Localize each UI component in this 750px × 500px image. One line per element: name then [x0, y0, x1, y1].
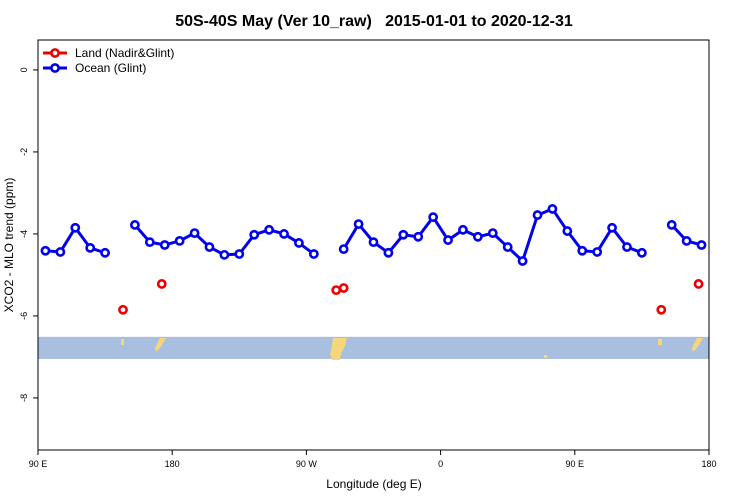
- point: [219, 249, 230, 260]
- point: [204, 242, 215, 252]
- legend-marker: [50, 63, 60, 73]
- point: [547, 204, 558, 214]
- point: [666, 220, 677, 230]
- point: [592, 247, 603, 257]
- point: [234, 249, 245, 259]
- point: [100, 247, 110, 258]
- point: [428, 212, 439, 223]
- legend-label: Ocean (Glint): [75, 61, 146, 75]
- point: [189, 228, 200, 239]
- point: [637, 247, 647, 258]
- point: [487, 228, 498, 239]
- land-patch: [121, 339, 124, 345]
- x-axis-label: Longitude (deg E): [326, 477, 421, 491]
- point: [383, 247, 394, 258]
- point: [85, 242, 96, 253]
- band-layer: [38, 336, 709, 359]
- land-patches: [121, 338, 703, 360]
- y-tick-label: -8: [19, 394, 29, 402]
- point: [517, 256, 528, 266]
- point: [338, 283, 349, 293]
- point: [607, 222, 617, 233]
- land-patch: [544, 355, 547, 358]
- point: [331, 285, 342, 295]
- point: [577, 245, 588, 256]
- x-tick-label: 180: [701, 459, 716, 469]
- point: [398, 229, 409, 240]
- point: [130, 220, 140, 230]
- land-patch: [692, 338, 703, 352]
- band: [38, 336, 709, 359]
- point: [696, 240, 707, 250]
- point: [249, 229, 260, 240]
- x-tick-label: 90 E: [566, 459, 585, 469]
- point: [622, 242, 632, 252]
- land-patch: [155, 338, 166, 352]
- point: [693, 279, 704, 289]
- x-tick-label: 90 W: [296, 459, 318, 469]
- plot-frame: [37, 39, 710, 451]
- series-line: [45, 207, 702, 264]
- land-patch: [658, 339, 662, 345]
- point: [562, 226, 573, 236]
- point: [443, 235, 453, 245]
- point: [308, 249, 319, 259]
- point: [55, 247, 66, 257]
- point: [264, 224, 275, 235]
- point: [458, 224, 468, 235]
- legend-label: Land (Nadir&Glint): [75, 46, 174, 60]
- point: [338, 244, 349, 254]
- point: [413, 231, 424, 242]
- legend-marker: [50, 48, 60, 58]
- point: [472, 231, 483, 242]
- point: [368, 237, 379, 248]
- point: [294, 238, 304, 248]
- y-tick-label: -6: [19, 312, 29, 320]
- point: [156, 279, 167, 289]
- point: [70, 222, 81, 233]
- point: [118, 304, 128, 315]
- point: [144, 237, 155, 248]
- chart-title: 50S-40S May (Ver 10_raw) 2015-01-01 to 2…: [175, 13, 573, 30]
- point: [656, 304, 667, 315]
- y-tick-label: 0: [19, 67, 29, 72]
- point: [174, 235, 185, 246]
- x-tick-label: 0: [438, 459, 443, 469]
- point: [532, 210, 543, 220]
- point: [159, 240, 170, 250]
- point: [681, 235, 692, 246]
- x-tick-label: 90 E: [29, 459, 48, 469]
- point: [353, 219, 364, 229]
- y-tick-label: -2: [19, 148, 29, 156]
- y-axis-label: XCO2 - MLO trend (ppm): [2, 178, 16, 313]
- point: [279, 229, 289, 239]
- point: [502, 242, 513, 252]
- y-tick-label: -4: [19, 230, 29, 238]
- x-tick-label: 180: [165, 459, 180, 469]
- point: [40, 245, 51, 256]
- land-patch: [330, 338, 347, 360]
